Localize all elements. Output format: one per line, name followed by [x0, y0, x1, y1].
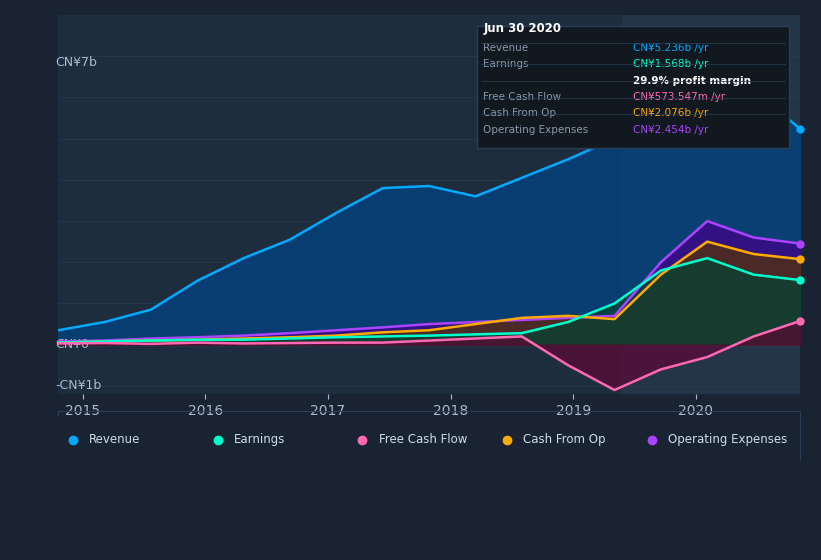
Text: CN¥0: CN¥0: [56, 338, 89, 351]
Text: Jun 30 2020: Jun 30 2020: [484, 22, 562, 35]
Text: CN¥5.236b /yr: CN¥5.236b /yr: [633, 43, 709, 53]
Text: CN¥1.568b /yr: CN¥1.568b /yr: [633, 59, 709, 69]
Text: -CN¥1b: -CN¥1b: [56, 379, 102, 393]
Text: CN¥2.076b /yr: CN¥2.076b /yr: [633, 108, 709, 118]
FancyBboxPatch shape: [58, 417, 800, 478]
Text: Free Cash Flow: Free Cash Flow: [484, 92, 562, 102]
Text: Earnings: Earnings: [234, 433, 286, 446]
Text: CN¥7b: CN¥7b: [56, 56, 98, 69]
Text: Operating Expenses: Operating Expenses: [668, 433, 787, 446]
Text: Earnings: Earnings: [484, 59, 529, 69]
Text: 29.9% profit margin: 29.9% profit margin: [633, 76, 751, 86]
FancyBboxPatch shape: [477, 26, 789, 148]
Text: Revenue: Revenue: [484, 43, 529, 53]
Bar: [622, 15, 800, 394]
Text: Cash From Op: Cash From Op: [523, 433, 606, 446]
Text: Cash From Op: Cash From Op: [484, 108, 557, 118]
Text: CN¥573.547m /yr: CN¥573.547m /yr: [633, 92, 725, 102]
Text: Operating Expenses: Operating Expenses: [484, 124, 589, 134]
Text: Revenue: Revenue: [89, 433, 140, 446]
Text: Free Cash Flow: Free Cash Flow: [378, 433, 467, 446]
Text: CN¥2.454b /yr: CN¥2.454b /yr: [633, 124, 709, 134]
